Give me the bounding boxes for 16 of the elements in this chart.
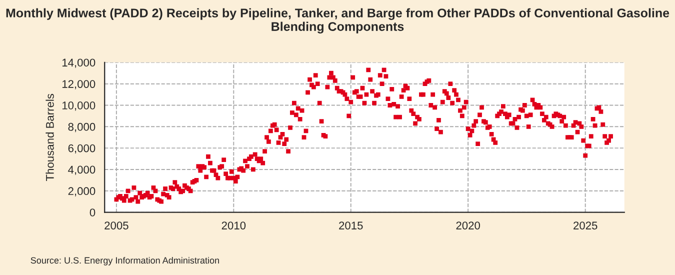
x-tick-label: 2020 [456, 222, 480, 230]
x-tick-label: 2025 [574, 222, 598, 230]
y-tick-label: 8,000 [68, 122, 96, 132]
x-tick-label: 2015 [339, 222, 363, 230]
y-tick-label: 0 [90, 208, 96, 216]
y-tick-label: 10,000 [62, 102, 96, 111]
source-note: Source: U.S. Energy Information Administration [30, 256, 219, 266]
y-tick-label: 6,000 [68, 144, 96, 154]
y-tick-label: 4,000 [68, 166, 96, 175]
y-tick-label: 14,000 [62, 58, 96, 68]
x-tick-label: 2010 [222, 222, 246, 230]
y-tick-label: 12,000 [62, 80, 96, 90]
x-tick-label: 2005 [104, 222, 128, 230]
y-axis-title: Thousand Barrels [46, 94, 54, 181]
y-tick-label: 2,000 [68, 187, 96, 196]
chart-title: Monthly Midwest (PADD 2) Receipts by Pipeline, Tanker, and Barge from Other PADDs of Conventional Gasoline Blending Components [6, 8, 670, 34]
